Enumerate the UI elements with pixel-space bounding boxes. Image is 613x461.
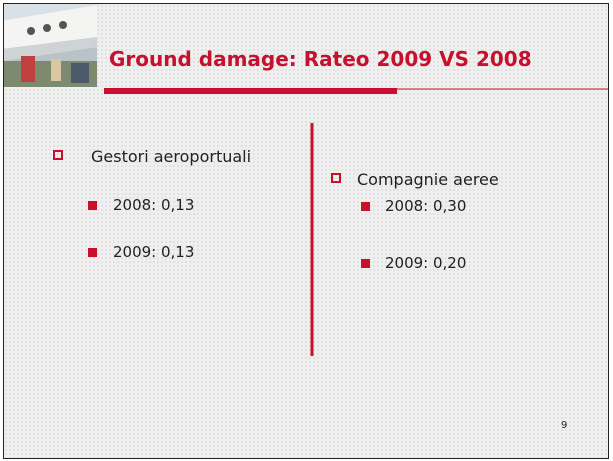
list-item: 2009: 0,13 xyxy=(113,243,194,261)
list-item: 2009: 0,20 xyxy=(385,254,466,272)
bullet xyxy=(88,201,97,210)
bullet xyxy=(331,173,341,183)
bullet xyxy=(361,202,370,211)
list-item: 2008: 0,30 xyxy=(385,197,466,215)
page: {"header": {"title": "Ground damage: Rat… xyxy=(0,0,613,461)
column-heading: Gestori aeroportuali xyxy=(91,147,251,166)
bullet xyxy=(88,248,97,257)
column-heading: Compagnie aeree xyxy=(357,170,499,189)
decoration xyxy=(3,3,609,459)
bullet xyxy=(53,150,63,160)
list-item: 2008: 0,13 xyxy=(113,196,194,214)
header-photo xyxy=(3,3,97,87)
slide: Ground damage: Rateo 2009 VS 2008 Gestor… xyxy=(3,3,609,459)
bullet xyxy=(361,259,370,268)
slide-title: Ground damage: Rateo 2009 VS 2008 xyxy=(109,47,532,71)
page-number: 9 xyxy=(561,420,567,431)
